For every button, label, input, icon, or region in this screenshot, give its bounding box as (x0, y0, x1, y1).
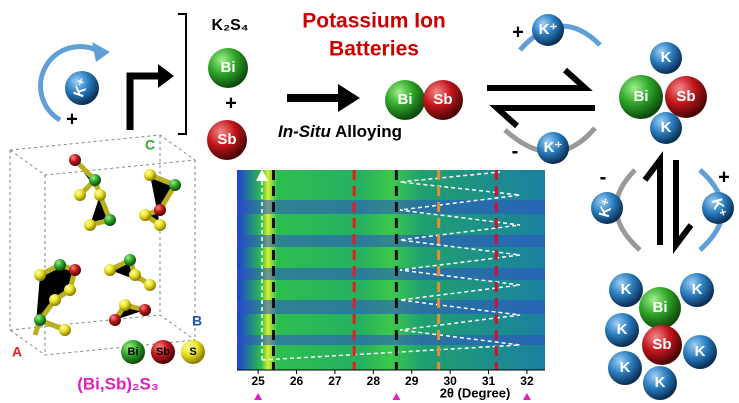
x-tick-label: 30 (443, 374, 457, 388)
marker (392, 393, 400, 400)
atom-label: K (620, 359, 631, 376)
title: Batteries (329, 38, 419, 61)
atom-label: K (661, 49, 672, 66)
equilibrium-arrow (645, 160, 660, 245)
bent-arrow (130, 76, 160, 130)
axis-label: A (12, 344, 22, 360)
atom-label: Sb (433, 91, 452, 108)
caption-text: Alloying (331, 122, 402, 141)
equilibrium-arrow (497, 108, 595, 126)
x-tick-label: 25 (251, 374, 265, 388)
caption: In-Situ Alloying (278, 122, 402, 141)
atom-label: K (655, 374, 666, 391)
ion-label: K⁺ (539, 21, 558, 38)
sign: + (718, 166, 730, 188)
ion-label: K⁺ (544, 139, 563, 156)
equilibrium-arrow (676, 160, 691, 245)
bonds (35, 160, 175, 335)
title: Potassium Ion (302, 10, 446, 33)
reactant: K₂S₄ (212, 17, 249, 34)
atom-label: Bi (653, 299, 668, 316)
legend-label: S (189, 346, 196, 358)
sign: - (512, 140, 519, 162)
atom-label: Sb (652, 336, 671, 353)
atom-label: K (617, 321, 628, 338)
x-tick-label: 32 (520, 374, 534, 388)
x-tick-label: 29 (405, 374, 419, 388)
x-tick-label: 26 (290, 374, 304, 388)
atom-label: Bi (221, 59, 236, 76)
sign: + (66, 108, 78, 130)
axis-label: B (192, 313, 202, 329)
marker (523, 393, 531, 400)
x-tick-label: 28 (367, 374, 381, 388)
x-tick-label: 31 (482, 374, 496, 388)
arrow-head (92, 42, 110, 62)
atom-label: K (692, 281, 703, 298)
formula: (Bi,Sb)₂S₃ (77, 374, 159, 393)
x-tick-label: 27 (328, 374, 342, 388)
sign: + (512, 21, 524, 43)
caption-italic: In-Situ (278, 122, 331, 141)
atom-label: Bi (398, 91, 413, 108)
arrow-head (158, 64, 174, 88)
atom-label: K (621, 281, 632, 298)
atom-label: K (661, 119, 672, 136)
bracket (178, 14, 186, 134)
atom-label: Bi (634, 88, 649, 105)
legend-label: Sb (156, 346, 170, 358)
equilibrium-arrow (487, 70, 585, 88)
arrow-head (338, 84, 360, 112)
xrd-map (237, 170, 545, 370)
atom-label: Sb (676, 88, 695, 105)
atom-label: K (695, 343, 706, 360)
atom-label: Sb (217, 131, 236, 148)
axis-label: C (145, 137, 155, 153)
legend-label: Bi (128, 346, 139, 358)
sign: + (225, 92, 237, 114)
marker (254, 393, 262, 400)
graphical-abstract: K⁺ + K₂S₄ Bi + Sb Potassium Ion Batterie… (0, 0, 739, 403)
sign: - (600, 166, 607, 188)
